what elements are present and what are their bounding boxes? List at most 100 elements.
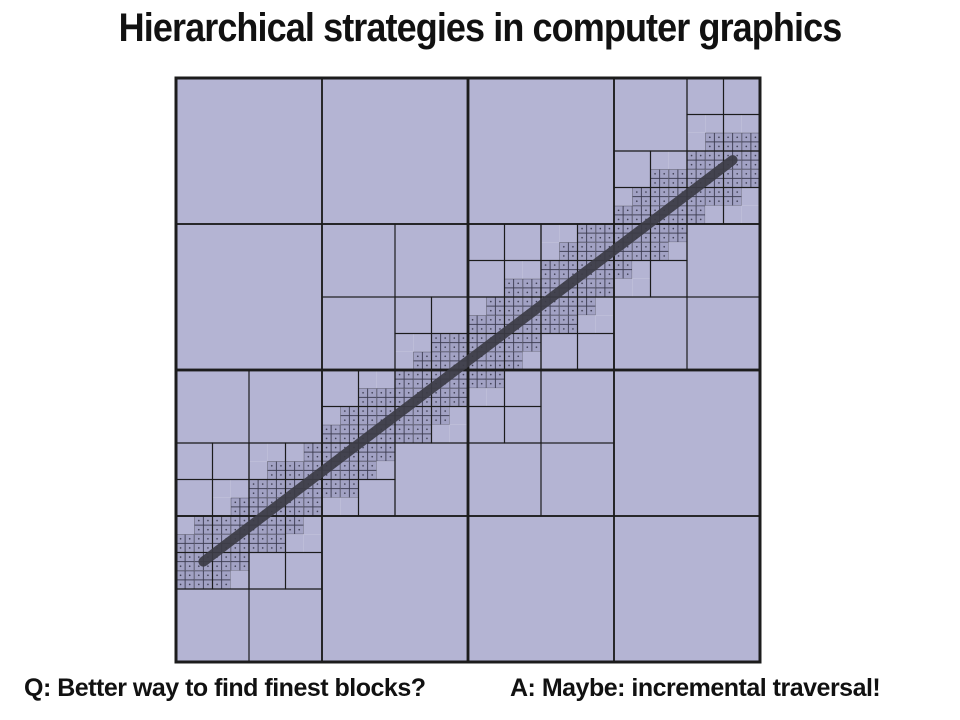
finest-cell [267,479,286,498]
refined-cell [395,333,414,352]
finest-cell [230,552,249,571]
finest-cell [614,260,633,279]
finest-cell [705,187,724,206]
finest-cell [340,406,359,425]
refined-cell [468,443,541,516]
finest-cell [504,333,523,352]
refined-cell [358,479,395,516]
refined-cell [541,443,614,516]
refined-cell [212,479,231,498]
finest-cell [650,169,669,188]
refined-cell [614,370,760,516]
answer-caption: A: Maybe: incremental traversal! [510,674,881,702]
finest-cell [249,479,268,498]
finest-cell [358,388,377,407]
outer-frame [174,76,762,664]
refined-cell [230,570,249,589]
refined-cell [176,479,213,516]
refined-cell [614,297,687,370]
refined-cell [595,315,614,334]
finest-cell [595,278,614,297]
refined-cell [322,497,341,516]
finest-cell [376,388,395,407]
refined-cell [577,315,596,334]
finest-cell [285,497,304,516]
finest-cell [194,570,213,589]
finest-cell [723,132,742,151]
refined-cell [632,260,651,279]
refined-cell [212,443,249,480]
finest-cell [723,169,742,188]
finest-cell [486,370,505,389]
line-segment [198,155,738,567]
finest-cell [449,333,468,352]
finest-cell [522,333,541,352]
refined-cell [230,479,249,498]
finest-cell [577,224,596,243]
refined-cell [650,260,687,297]
finest-cell [267,516,286,535]
refined-cell [176,370,249,443]
refined-cell [577,333,614,370]
finest-cell [285,516,304,535]
quadtree-svg [174,76,762,664]
finest-cell [486,315,505,334]
refined-cell [522,351,541,370]
finest-cell [486,297,505,316]
refined-cell [176,443,213,480]
refined-cell [723,78,760,115]
finest-cell [413,424,432,443]
refined-cell [395,297,432,334]
slide-title: Hierarchical strategies in computer grap… [118,6,843,50]
finest-cell [504,278,523,297]
refined-cell [741,205,760,224]
refined-cell [632,278,651,297]
finest-cell [322,424,341,443]
refined-cell [249,461,268,480]
finest-cell [431,388,450,407]
refined-cell [176,589,249,662]
refined-cell [741,187,760,206]
refined-cell [285,443,304,462]
finest-cell [340,461,359,480]
quadtree-diagram [170,72,766,673]
finest-cell [431,333,450,352]
refined-cell [395,443,468,516]
finest-cell [395,424,414,443]
finest-cell [267,461,286,480]
refined-cell [486,388,505,407]
finest-cell [322,479,341,498]
refined-cell [687,114,706,133]
finest-cell [395,370,414,389]
finest-cell [577,242,596,261]
refined-cell [395,351,414,370]
finest-cell [486,351,505,370]
refined-cell [504,406,541,443]
refined-cell [668,151,687,170]
finest-cell [741,169,760,188]
finest-cell [705,132,724,151]
refined-cell [468,516,614,662]
finest-cell [559,297,578,316]
finest-cell [559,242,578,261]
finest-cell [431,406,450,425]
refined-cell [468,388,487,407]
finest-cell [741,132,760,151]
refined-cell [687,132,706,151]
finest-cell [303,497,322,516]
refined-cell [449,406,468,425]
refined-cell [176,516,195,535]
finest-cell [413,406,432,425]
finest-cell [358,406,377,425]
refined-cell [322,406,341,425]
refined-cell [285,534,304,553]
refined-cell [431,297,468,334]
finest-cell [577,278,596,297]
question-caption: Q: Better way to find finest blocks? [24,674,426,702]
finest-cell [413,351,432,370]
finest-cell [541,315,560,334]
refined-cell [614,516,760,662]
finest-cell [267,534,286,553]
quadtree-cells [176,78,760,662]
finest-cell [541,260,560,279]
